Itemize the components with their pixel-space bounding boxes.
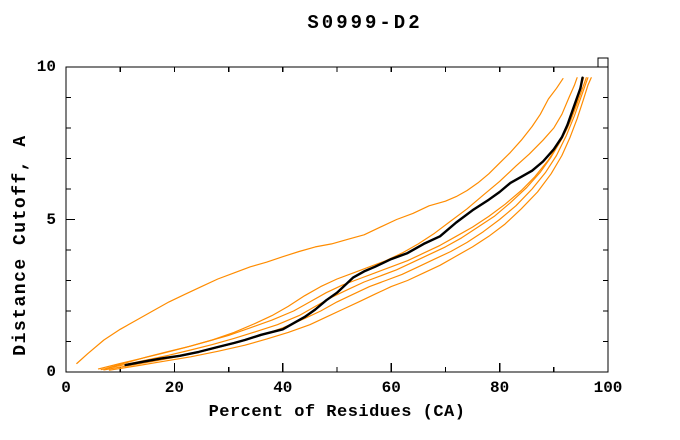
x-tick-label: 40	[273, 379, 293, 397]
y-tick-label: 10	[36, 58, 56, 76]
x-tick-label: 80	[489, 379, 510, 397]
x-tick-label: 60	[381, 379, 401, 397]
plot-border	[65, 66, 609, 373]
y-tick-label: 5	[46, 210, 56, 229]
orange-curve-3	[97, 77, 585, 370]
orange-curve-5	[103, 77, 589, 371]
orange-curve-1-outlier	[76, 77, 564, 365]
black-main-curve	[124, 76, 584, 367]
corner-notch	[597, 57, 609, 67]
y-tick-label: 0	[46, 363, 56, 381]
x-tick-label: 100	[593, 379, 623, 397]
orange-curve-4	[100, 77, 587, 371]
x-tick-label: 20	[164, 379, 184, 397]
chart-title: S0999-D2	[307, 12, 423, 34]
x-tick-label: 0	[61, 379, 71, 397]
x-axis-label: Percent of Residues (CA)	[208, 403, 466, 422]
orange-curve-6	[108, 77, 592, 371]
